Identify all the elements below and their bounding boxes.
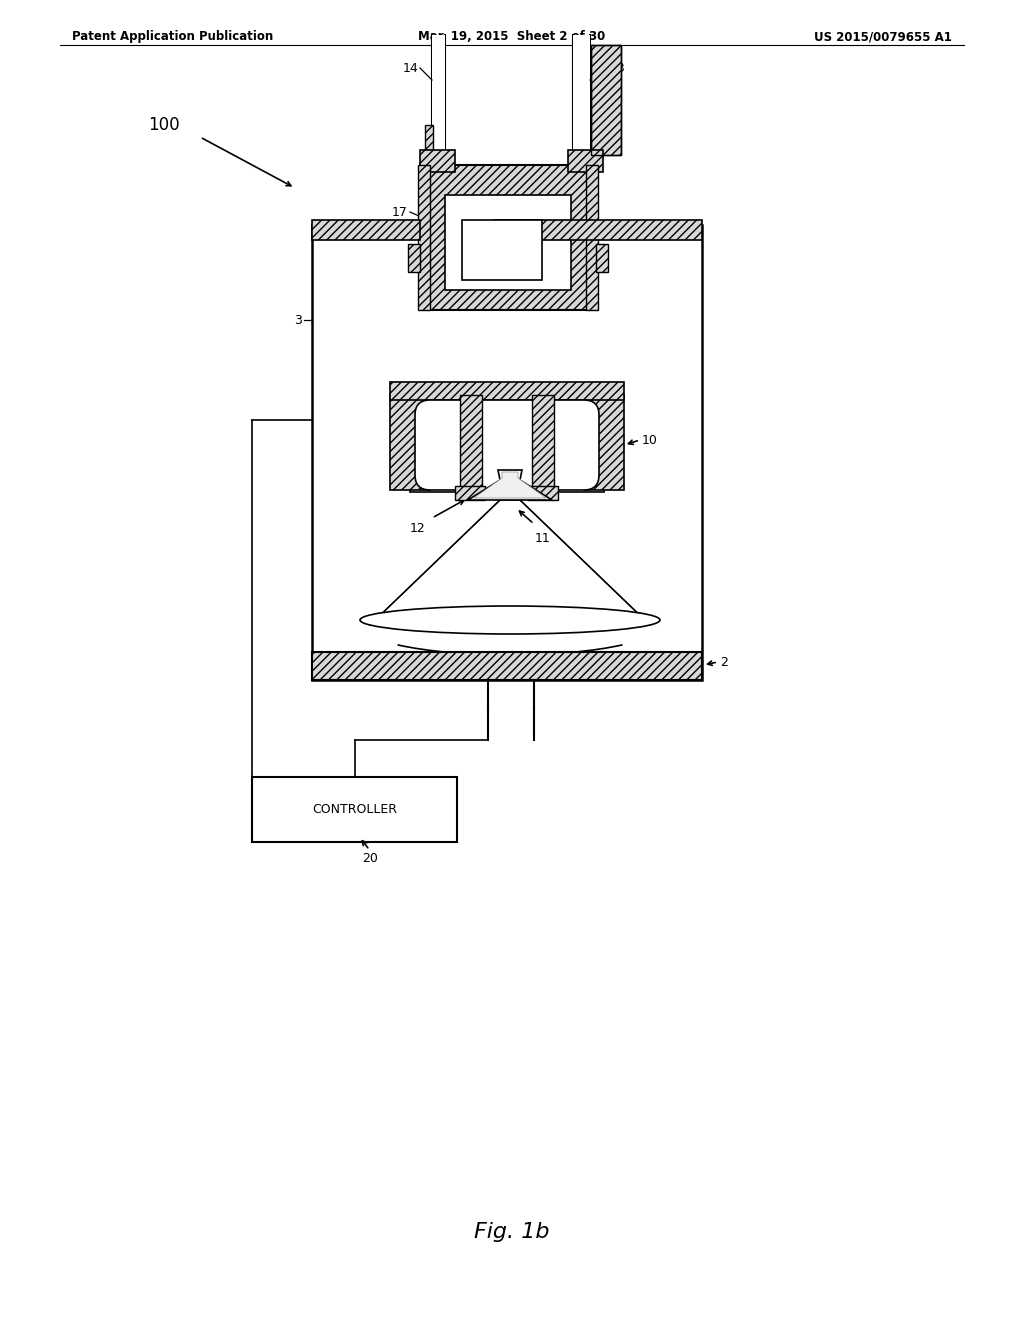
Bar <box>420 150 455 172</box>
Bar <box>528 486 558 500</box>
Text: 21: 21 <box>444 197 460 210</box>
Bar <box>584 395 624 490</box>
Bar <box>410 392 604 492</box>
Text: Mar. 19, 2015  Sheet 2 of 30: Mar. 19, 2015 Sheet 2 of 30 <box>419 30 605 44</box>
Polygon shape <box>474 473 546 498</box>
Bar <box>425 125 433 154</box>
Text: 100: 100 <box>148 116 179 135</box>
Polygon shape <box>468 470 552 500</box>
Text: 16: 16 <box>548 247 564 260</box>
Text: 11: 11 <box>535 532 551 545</box>
Bar <box>532 395 554 490</box>
Bar <box>586 165 598 310</box>
Bar <box>390 381 624 400</box>
Bar <box>428 165 588 310</box>
Text: 20: 20 <box>362 851 379 865</box>
Bar <box>312 652 702 680</box>
Bar <box>573 36 590 190</box>
Bar <box>312 224 702 680</box>
Bar <box>591 45 621 154</box>
Text: Fig. 1b: Fig. 1b <box>474 1222 550 1242</box>
Text: 10: 10 <box>642 433 657 446</box>
Bar <box>462 220 542 280</box>
Bar <box>252 777 457 842</box>
Bar <box>312 220 420 240</box>
Text: 12: 12 <box>410 521 425 535</box>
Bar <box>445 195 571 290</box>
Bar <box>432 36 445 190</box>
Bar <box>455 486 485 500</box>
Bar <box>568 150 603 172</box>
Text: 13: 13 <box>610 62 626 74</box>
Text: 14: 14 <box>402 62 418 74</box>
Bar <box>596 244 608 272</box>
FancyBboxPatch shape <box>415 400 599 490</box>
Bar <box>408 244 420 272</box>
Bar <box>390 395 430 490</box>
Bar <box>494 220 702 240</box>
Bar <box>418 165 430 310</box>
Text: 17: 17 <box>392 206 408 219</box>
Text: 2: 2 <box>720 656 728 668</box>
Text: Patent Application Publication: Patent Application Publication <box>72 30 273 44</box>
Polygon shape <box>370 500 650 624</box>
Bar <box>460 395 482 490</box>
Text: CONTROLLER: CONTROLLER <box>312 803 397 816</box>
Text: 3: 3 <box>294 314 302 326</box>
Bar <box>591 45 621 154</box>
Text: US 2015/0079655 A1: US 2015/0079655 A1 <box>814 30 952 44</box>
Ellipse shape <box>360 606 660 634</box>
